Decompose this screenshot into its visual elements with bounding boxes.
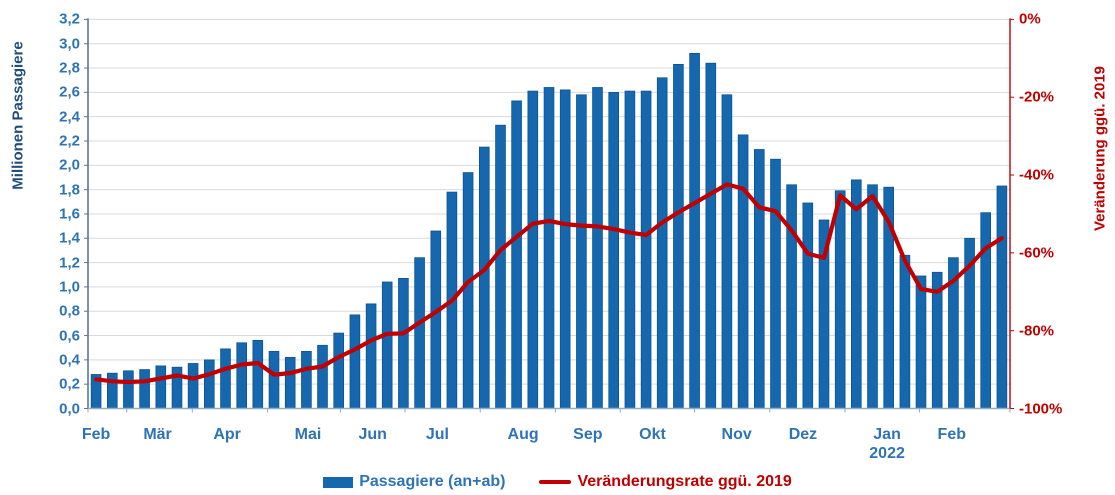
passenger-bar — [786, 184, 797, 409]
passenger-bar — [867, 184, 878, 409]
passenger-bar — [365, 303, 377, 409]
legend-item-change-rate: Veränderungsrate ggü. 2019 — [539, 473, 792, 491]
x-axis-month-label: Dez — [788, 425, 818, 443]
passenger-bar — [737, 134, 749, 409]
x-axis-month-label: Mär — [143, 425, 172, 443]
y-axis-right-tick-label: -20% — [1019, 88, 1055, 106]
passenger-bar — [495, 124, 506, 409]
y-axis-left-tick-label: 2,8 — [59, 59, 80, 77]
legend-item-passengers: Passagiere (an+ab) — [323, 473, 505, 491]
passenger-bar — [430, 230, 442, 409]
passenger-bar — [689, 53, 700, 409]
y-axis-right-tick-label: -40% — [1019, 166, 1055, 184]
passenger-bar — [333, 332, 344, 409]
legend-label-passengers: Passagiere (an+ab) — [359, 473, 506, 490]
x-axis-month-label: Jun — [358, 425, 387, 443]
line-series-swatch-icon — [539, 480, 572, 484]
passenger-bar — [721, 94, 733, 409]
y-axis-left-tick-label: 2,2 — [59, 132, 80, 150]
passenger-bar — [187, 363, 199, 409]
change-rate-line — [93, 182, 1005, 385]
passenger-bar — [705, 62, 717, 409]
passenger-bar — [576, 94, 587, 409]
y-axis-left-tick-label: 1,4 — [59, 229, 80, 247]
passenger-bar — [155, 365, 167, 409]
passenger-bar — [511, 100, 522, 409]
passenger-bar — [139, 369, 150, 409]
passenger-bar — [349, 314, 361, 409]
passenger-bar — [527, 90, 539, 409]
y-axis-left-tick-label: 0,2 — [59, 375, 80, 393]
passenger-bar — [478, 146, 490, 409]
passenger-bar — [770, 158, 781, 409]
passenger-bar — [851, 179, 862, 409]
right-axis-title: Veränderung ggü. 2019 — [1091, 65, 1109, 232]
passenger-bar — [608, 92, 619, 409]
passenger-bar — [640, 90, 652, 409]
x-axis-month-label: Jul — [425, 425, 449, 443]
x-axis-month-label: Apr — [213, 425, 241, 443]
y-axis-left-tick-label: 1,6 — [59, 205, 80, 223]
passenger-bar — [268, 350, 280, 409]
passenger-bar — [673, 64, 684, 409]
y-axis-left-tick-label: 1,0 — [59, 278, 80, 296]
y-axis-left-tick-label: 0,0 — [59, 400, 80, 417]
y-axis-right-tick-label: -80% — [1019, 322, 1055, 340]
y-axis-left-tick-label: 1,8 — [59, 181, 80, 199]
x-axis-month-label: Feb — [937, 425, 966, 443]
y-axis-right-tick-label: -100% — [1019, 400, 1063, 417]
passenger-bar — [301, 350, 312, 409]
passenger-bar — [802, 202, 814, 409]
x-axis-month-label: Feb — [81, 425, 111, 443]
passenger-bar — [656, 77, 668, 409]
y-axis-left-tick-label: 2,4 — [59, 108, 80, 126]
passenger-bar — [381, 281, 393, 409]
x-axis-month-label: Sep — [573, 425, 603, 443]
y-axis-left-tick-label: 0,6 — [59, 327, 80, 345]
passenger-bar — [980, 212, 991, 409]
passenger-bar — [123, 370, 134, 409]
passenger-bar — [915, 275, 927, 409]
y-axis-left-tick-label: 1,2 — [59, 254, 80, 272]
passenger-bar — [317, 344, 328, 409]
y-axis-right-tick-label: 0% — [1019, 10, 1041, 28]
passenger-bar — [543, 87, 555, 409]
y-axis-left-tick-label: 3,0 — [59, 35, 80, 53]
x-axis-month-label: Jan 2022 — [869, 425, 905, 462]
passenger-bar — [252, 339, 264, 409]
passenger-bar — [559, 89, 571, 409]
y-axis-left-tick-label: 0,4 — [59, 351, 80, 369]
passenger-bar — [754, 149, 765, 409]
passenger-bar — [624, 90, 636, 409]
passenger-bar — [220, 348, 231, 409]
passenger-bar — [834, 190, 846, 409]
legend-label-change-rate: Veränderungsrate ggü. 2019 — [577, 473, 792, 490]
passenger-bar — [107, 372, 118, 409]
legend: Passagiere (an+ab) Veränderungsrate ggü.… — [0, 473, 1115, 491]
passenger-bar — [236, 342, 248, 409]
passenger-bar — [414, 257, 425, 409]
passenger-bar — [284, 356, 296, 409]
y-axis-left-tick-label: 0,8 — [59, 302, 80, 320]
x-axis-month-label: Aug — [507, 425, 539, 443]
passenger-bar — [899, 254, 911, 409]
passenger-bar — [462, 172, 474, 409]
y-axis-left-tick-label: 2,6 — [59, 83, 80, 101]
x-axis-month-label: Mai — [294, 425, 322, 443]
bar-series-swatch-icon — [323, 476, 354, 488]
y-axis-right-tick-label: -60% — [1019, 244, 1055, 262]
y-axis-left-tick-label: 2,0 — [59, 156, 80, 174]
passenger-bar — [996, 185, 1008, 409]
y-axis-left-tick-label: 3,2 — [59, 10, 80, 28]
passenger-bar — [398, 277, 409, 409]
x-axis-month-label: Okt — [639, 425, 666, 443]
passenger-bar — [203, 359, 215, 409]
left-axis-title: Millionen Passagiere — [9, 41, 27, 190]
x-axis-month-label: Nov — [721, 425, 752, 443]
passenger-bar — [592, 87, 603, 409]
